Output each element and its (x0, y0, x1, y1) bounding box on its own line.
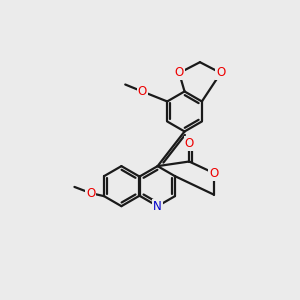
Text: O: O (175, 67, 184, 80)
Text: O: O (138, 85, 147, 98)
Text: O: O (209, 167, 218, 180)
Text: O: O (86, 187, 95, 200)
Text: N: N (153, 200, 162, 213)
Text: O: O (184, 137, 194, 150)
Text: O: O (216, 67, 225, 80)
